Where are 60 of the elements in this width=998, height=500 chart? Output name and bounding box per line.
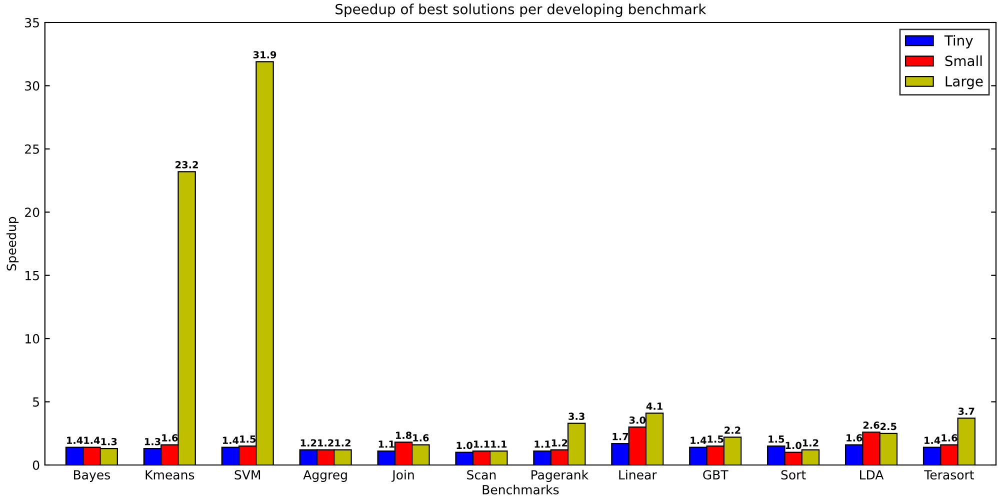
data-label: 1.5 [708,436,724,443]
x-tick-label: Kmeans [146,470,194,480]
data-label: 2.5 [880,422,896,430]
data-label: 1.2 [335,439,350,446]
legend-label: Tiny [944,35,973,48]
data-label: 1.6 [413,434,429,442]
y-tick-label: 25 [25,144,39,154]
data-label: 1.3 [144,438,160,446]
x-tick-label: Join [392,470,414,482]
data-label: 1.1 [534,440,550,448]
data-label: 1.1 [491,440,507,448]
data-label: 1.2 [802,439,818,446]
y-tick-label: 10 [26,334,40,344]
data-label: 1.0 [456,442,472,450]
data-label: 31.9 [253,51,276,58]
x-tick-label: Linear [619,470,657,480]
x-tick-label: SVM [234,470,260,480]
x-tick-label: Scan [467,470,496,480]
data-label: 4.1 [646,402,662,410]
y-tick-label: 15 [26,270,39,280]
x-axis-title: Benchmarks [482,484,559,494]
data-label: 3.3 [568,412,584,420]
x-tick-label: GBT [703,470,728,480]
data-label: 1.4 [84,436,100,444]
x-tick-label: Terasort [924,470,974,480]
data-label: 1.2 [300,439,316,446]
data-label: 3.0 [629,416,646,424]
data-label: 1.4 [924,436,940,444]
y-tick-label: 20 [25,208,40,218]
x-tick-label: Pagerank [532,470,589,482]
data-label: 1.3 [101,438,117,446]
y-tick-label: 5 [33,397,39,407]
data-label: 1.1 [378,440,394,448]
data-label: 1.8 [396,432,412,439]
y-tick-label: 35 [25,18,39,28]
data-label: 1.1 [474,440,490,448]
data-label: 1.0 [786,442,802,450]
data-label: 1.4 [222,436,239,444]
y-tick-label: 30 [25,81,40,91]
data-label: 1.6 [942,434,958,442]
data-label: 1.2 [552,439,568,446]
x-tick-label: Bayes [74,470,110,482]
chart-title: Speedup of best solutions per developing benchmark [336,4,706,18]
data-label: 1.7 [612,433,628,440]
data-label: 1.4 [67,436,83,444]
data-label: 1.4 [690,436,706,444]
data-label: 2.2 [724,426,740,434]
legend-label: Small [945,55,982,66]
data-label: 1.5 [768,436,784,443]
data-label: 23.2 [176,161,198,168]
x-tick-label: Aggreg [303,470,347,482]
y-axis-title: Speedup [6,216,19,270]
data-label: 1.5 [240,436,256,443]
y-tick-label: 0 [32,460,40,470]
data-label: 3.7 [958,408,974,415]
x-tick-label: Sort [781,470,806,480]
data-label: 1.2 [318,439,334,446]
data-label: 2.6 [863,422,880,429]
legend-label: Large [946,76,983,90]
x-tick-label: LDA [860,470,884,480]
